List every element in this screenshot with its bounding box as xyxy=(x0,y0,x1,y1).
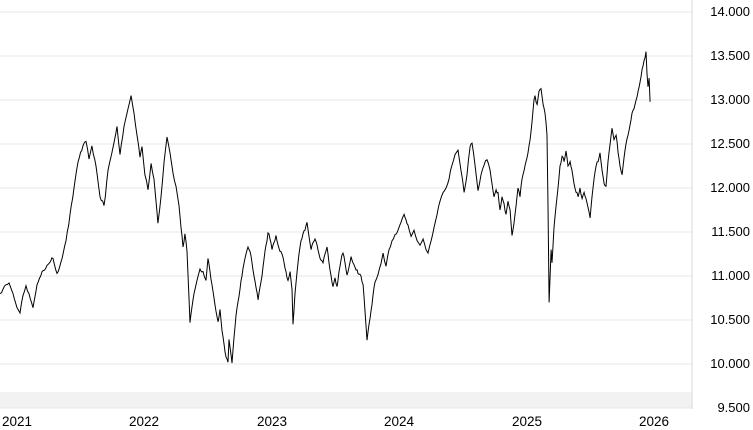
y-tick-label: 9.500 xyxy=(717,400,750,415)
y-tick-label: 12.000 xyxy=(710,180,750,195)
y-tick-label: 12.500 xyxy=(710,136,750,151)
y-tick-label: 10.500 xyxy=(710,312,750,327)
x-tick-label: 2022 xyxy=(129,414,160,429)
y-tick-label: 11.000 xyxy=(711,268,750,283)
grid-lines xyxy=(0,0,693,409)
x-tick-label: 2023 xyxy=(257,414,288,429)
y-tick-label: 13.000 xyxy=(710,92,750,107)
y-tick-label: 10.000 xyxy=(710,356,750,371)
y-tick-label: 13.500 xyxy=(710,48,750,63)
x-tick-label: 2024 xyxy=(384,414,415,429)
x-tick-label: 2026 xyxy=(639,414,670,429)
price-line-series xyxy=(0,51,651,364)
y-tick-label: 11.500 xyxy=(711,224,750,239)
price-line xyxy=(0,51,651,364)
x-tick-label: 2021 xyxy=(2,414,33,429)
bottom-strip xyxy=(0,392,692,408)
x-tick-label: 2025 xyxy=(512,414,543,429)
y-tick-label: 14.000 xyxy=(710,4,750,19)
